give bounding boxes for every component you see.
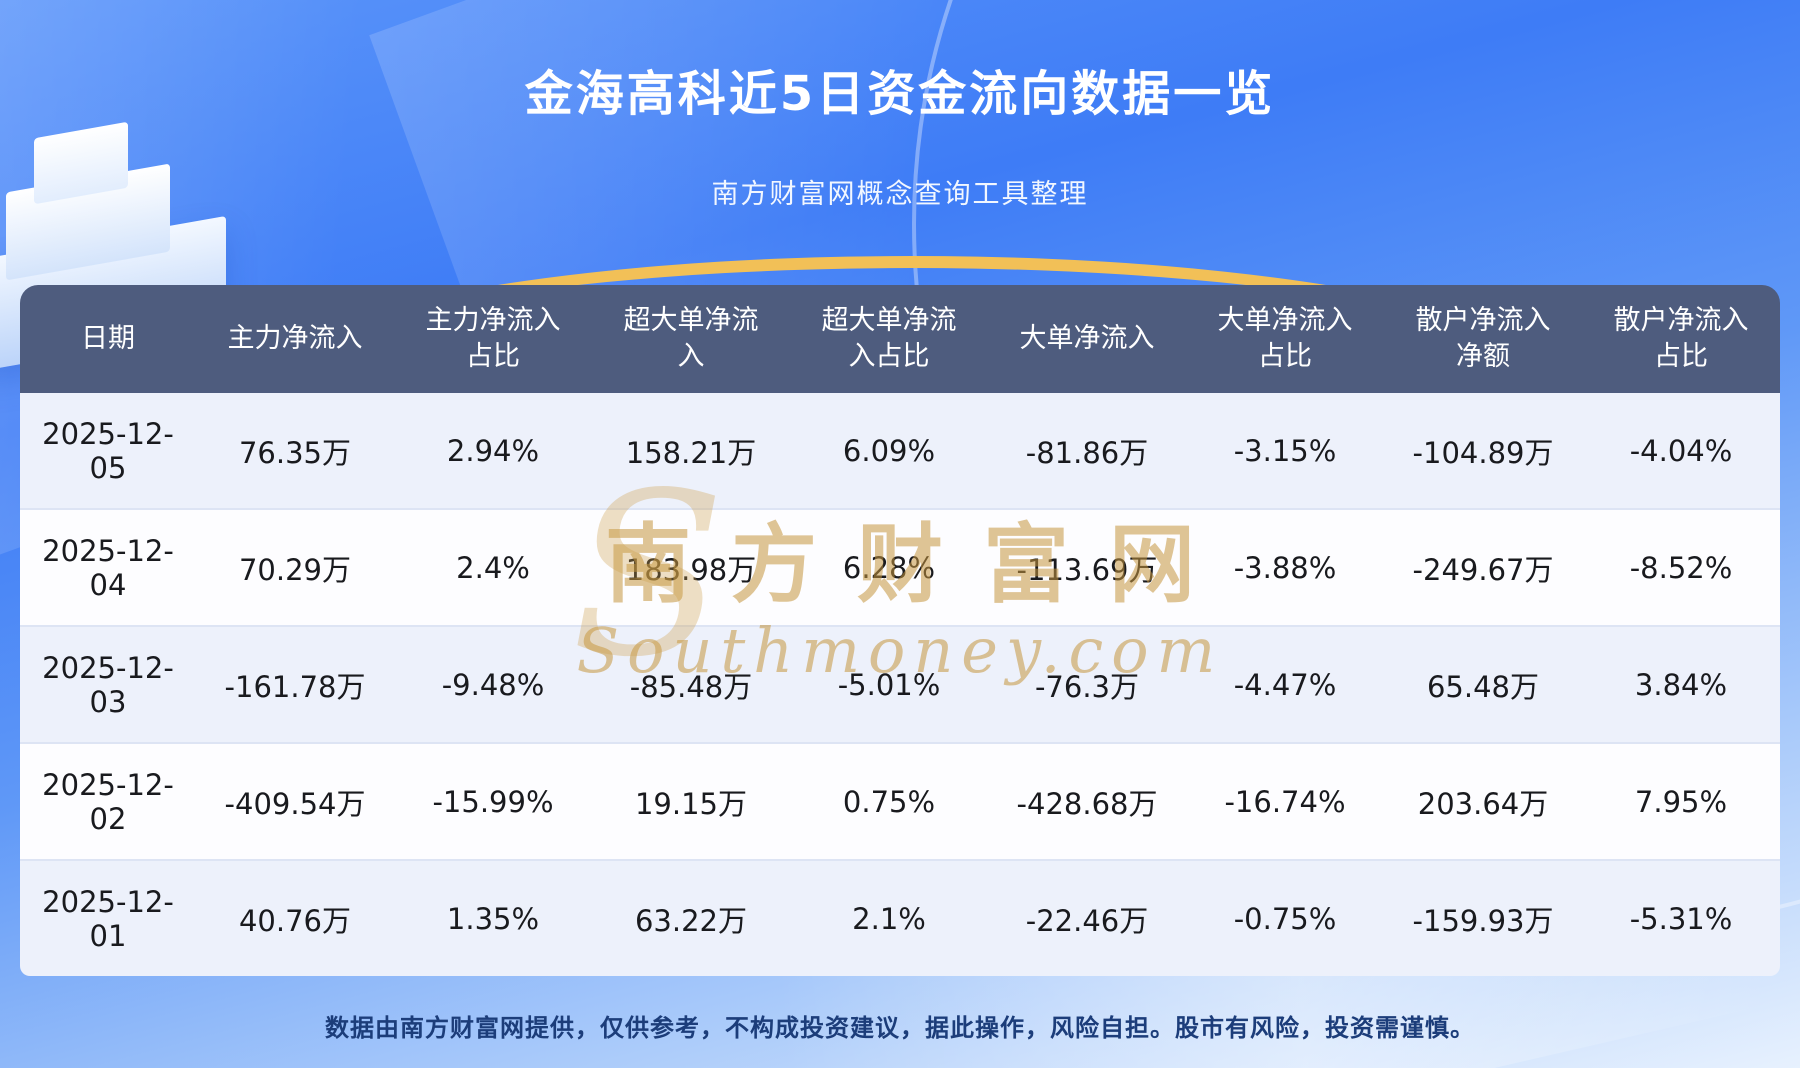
cell-main-net-inflow: 76.35万 [238,435,352,470]
cell-main-net-inflow-pct: -15.99% [432,784,554,819]
header-cell-main-net-inflow-pct: 主力净流入占比 [394,285,592,393]
cell-main-net-inflow-pct: 2.4% [456,550,530,585]
cell-large-net-inflow: -428.68万 [1016,786,1158,821]
cell-retail-net-inflow-pct: -5.31% [1629,901,1733,936]
cell-super-large-net-inflow-pct: -5.01% [837,667,941,702]
cell-main-net-inflow-pct: 2.94% [446,433,540,468]
header-label: 主力净流入 [227,322,363,354]
cell-super-large-net-inflow: 158.21万 [625,435,757,470]
cell-retail-net-inflow: -104.89万 [1412,435,1554,470]
table-row: 2025-12-05 76.35万 2.94% 158.21万 6.09% -8… [20,393,1780,508]
cell-large-net-inflow: -76.3万 [1034,669,1140,704]
table-row: 2025-12-01 40.76万 1.35% 63.22万 2.1% -22.… [20,859,1780,976]
cell-super-large-net-inflow-pct: 0.75% [842,784,936,819]
cell-main-net-inflow: -409.54万 [224,786,366,821]
cell-date: 2025-12-03 [42,650,174,719]
page-title: 金海高科近5日资金流向数据一览 [524,66,1276,122]
cell-large-net-inflow-pct: -3.15% [1233,433,1337,468]
cell-retail-net-inflow: -159.93万 [1412,903,1554,938]
cell-retail-net-inflow-pct: -8.52% [1629,550,1733,585]
header-cell-retail-net-inflow: 散户净流入净额 [1384,285,1582,393]
cell-retail-net-inflow: 65.48万 [1426,669,1540,704]
header-label: 散户净流入净额 [1415,304,1551,372]
cell-large-net-inflow-pct: -3.88% [1233,550,1337,585]
cell-main-net-inflow-pct: -9.48% [441,667,545,702]
cell-large-net-inflow: -22.46万 [1025,903,1149,938]
cell-large-net-inflow: -81.86万 [1025,435,1149,470]
cell-main-net-inflow: 40.76万 [238,903,352,938]
cell-retail-net-inflow-pct: 3.84% [1634,667,1728,702]
cell-retail-net-inflow: 203.64万 [1417,786,1549,821]
header-cell-super-large-net-inflow-pct: 超大单净流入占比 [790,285,988,393]
cell-super-large-net-inflow: 63.22万 [634,903,748,938]
cell-date: 2025-12-05 [42,416,174,485]
header-label: 大单净流入 [1019,322,1155,354]
header-cell-super-large-net-inflow: 超大单净流入 [592,285,790,393]
table-header-row: 日期 主力净流入 主力净流入占比 超大单净流入 超大单净流入占比 大单净流入 大… [20,285,1780,393]
cell-large-net-inflow-pct: -0.75% [1233,901,1337,936]
disclaimer-text: 数据由南方财富网提供，仅供参考，不构成投资建议，据此操作，风险自担。股市有风险，… [325,1014,1475,1042]
header-label: 日期 [81,322,135,354]
table-row: 2025-12-02 -409.54万 -15.99% 19.15万 0.75%… [20,742,1780,859]
cell-date: 2025-12-02 [42,767,174,836]
cell-super-large-net-inflow: 183.98万 [625,552,757,587]
cell-super-large-net-inflow: -85.48万 [629,669,753,704]
fund-flow-table: 日期 主力净流入 主力净流入占比 超大单净流入 超大单净流入占比 大单净流入 大… [20,285,1780,976]
header-label: 超大单净流入 [623,304,759,372]
cell-large-net-inflow: -113.69万 [1016,552,1158,587]
cell-super-large-net-inflow-pct: 6.09% [842,433,936,468]
header-label: 散户净流入占比 [1613,304,1749,372]
cell-retail-net-inflow-pct: 7.95% [1634,784,1728,819]
cell-super-large-net-inflow-pct: 6.28% [842,550,936,585]
header-cell-large-net-inflow: 大单净流入 [988,285,1186,393]
cell-retail-net-inflow-pct: -4.04% [1629,433,1733,468]
cell-date: 2025-12-04 [42,533,174,602]
cell-main-net-inflow: -161.78万 [224,669,366,704]
cell-main-net-inflow-pct: 1.35% [446,901,540,936]
cell-super-large-net-inflow: 19.15万 [634,786,748,821]
header-label: 大单净流入占比 [1217,304,1353,372]
cell-date: 2025-12-01 [42,884,174,953]
cell-super-large-net-inflow-pct: 2.1% [852,901,926,936]
header-cell-date: 日期 [20,285,196,393]
cell-large-net-inflow-pct: -4.47% [1233,667,1337,702]
cell-main-net-inflow: 70.29万 [238,552,352,587]
cell-retail-net-inflow: -249.67万 [1412,552,1554,587]
header-cell-large-net-inflow-pct: 大单净流入占比 [1186,285,1384,393]
cell-large-net-inflow-pct: -16.74% [1224,784,1346,819]
header-label: 主力净流入占比 [425,304,561,372]
page-subtitle: 南方财富网概念查询工具整理 [711,179,1089,210]
header-label: 超大单净流入占比 [821,304,957,372]
table-row: 2025-12-03 -161.78万 -9.48% -85.48万 -5.01… [20,625,1780,742]
table-row: 2025-12-04 70.29万 2.4% 183.98万 6.28% -11… [20,508,1780,625]
header-cell-retail-net-inflow-pct: 散户净流入占比 [1582,285,1780,393]
header-cell-main-net-inflow: 主力净流入 [196,285,394,393]
